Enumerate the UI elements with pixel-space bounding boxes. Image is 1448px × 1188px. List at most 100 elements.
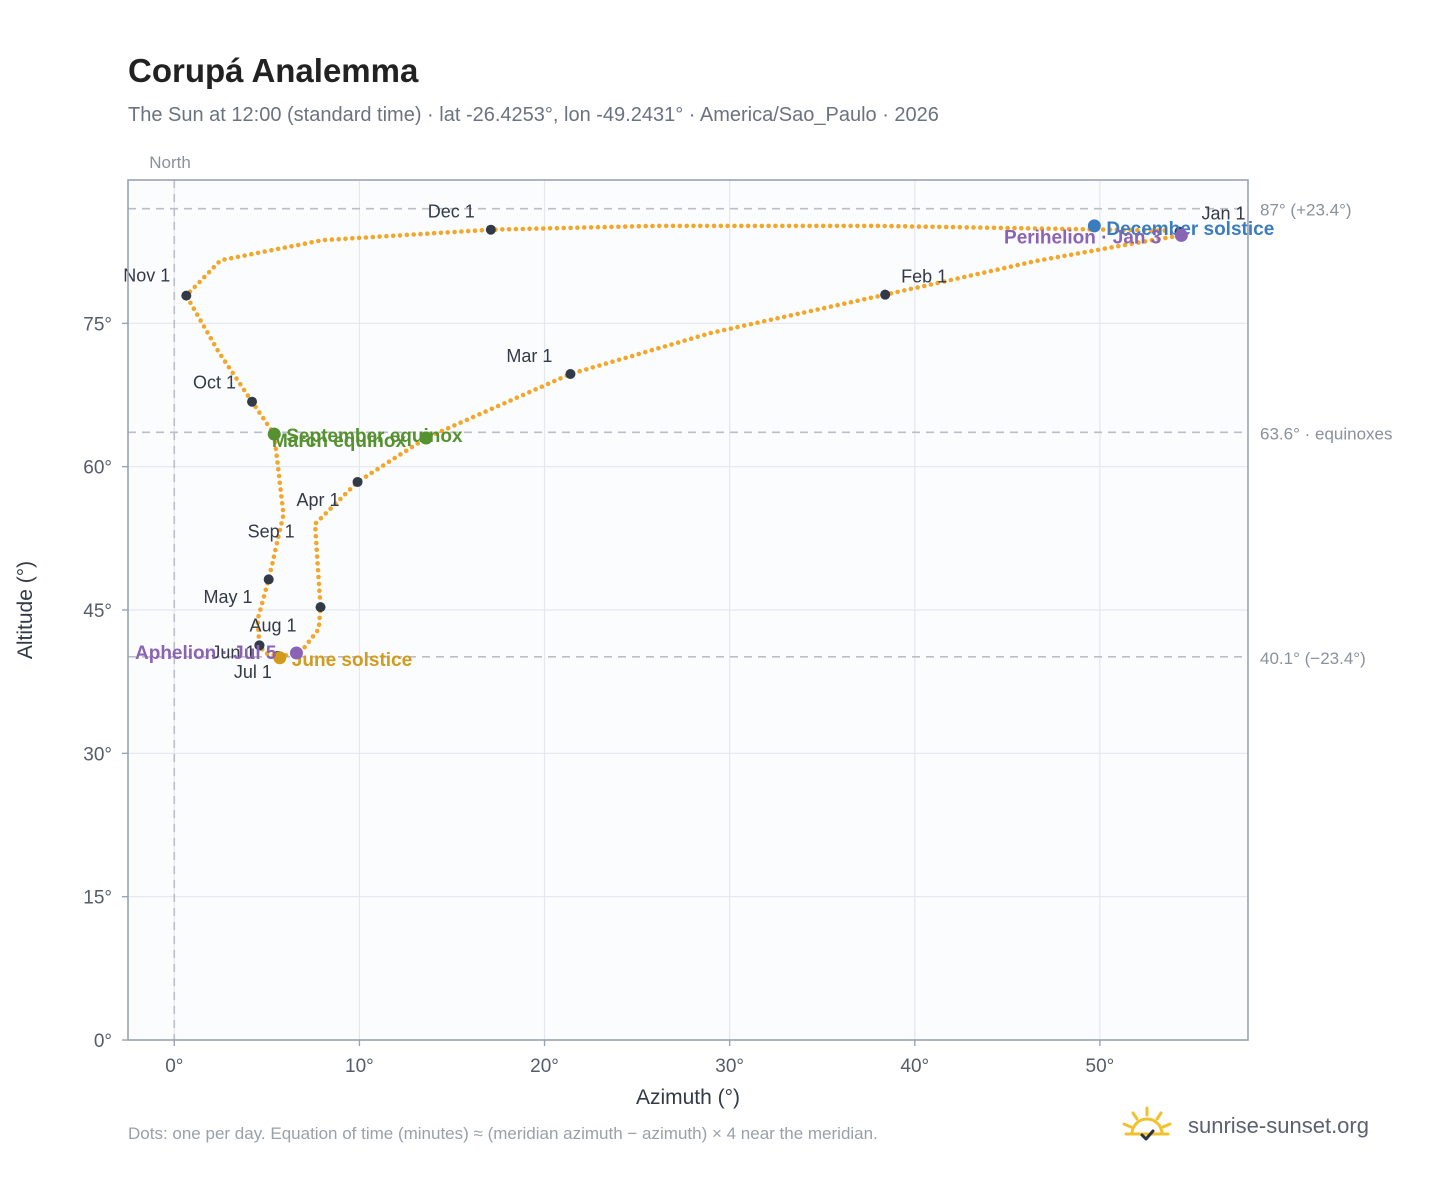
daily-dot bbox=[861, 223, 867, 229]
x-tick-label: 20° bbox=[530, 1056, 559, 1077]
daily-dot bbox=[1148, 228, 1154, 233]
daily-dot bbox=[342, 491, 348, 497]
event-marker bbox=[273, 651, 287, 665]
daily-dot bbox=[957, 224, 963, 230]
daily-dot bbox=[479, 228, 485, 233]
x-tick-label: 30° bbox=[715, 1056, 744, 1077]
daily-dot bbox=[205, 330, 210, 335]
daily-dot bbox=[650, 223, 655, 229]
daily-dot bbox=[889, 223, 894, 229]
daily-dot bbox=[902, 288, 907, 293]
daily-dot bbox=[188, 300, 193, 306]
daily-dot bbox=[306, 639, 312, 645]
x-tick-label: 0° bbox=[165, 1056, 183, 1077]
daily-dot bbox=[868, 295, 874, 301]
reference-lines: North 87° (+23.4°) 63.6° · equinoxes 40.1° … bbox=[128, 153, 1393, 1040]
daily-dot bbox=[255, 250, 261, 256]
daily-dot bbox=[445, 230, 451, 235]
daily-dot bbox=[882, 223, 887, 229]
daily-dot bbox=[998, 225, 1004, 231]
brand[interactable]: sunrise-sunset.org bbox=[1120, 1104, 1369, 1148]
daily-dot bbox=[222, 359, 228, 364]
daily-dot bbox=[369, 470, 375, 476]
daily-dot bbox=[1155, 228, 1161, 233]
x-tick-label: 50° bbox=[1086, 1056, 1115, 1077]
daily-dot bbox=[235, 254, 241, 260]
daily-dot bbox=[397, 233, 403, 238]
month-label: Nov 1 bbox=[123, 266, 170, 286]
daily-dot bbox=[841, 223, 846, 229]
reference-line-label: 87° (+23.4°) bbox=[1260, 201, 1352, 220]
daily-dot bbox=[725, 223, 730, 229]
daily-dot bbox=[978, 225, 983, 230]
daily-dot bbox=[915, 285, 920, 290]
daily-dot bbox=[277, 527, 283, 533]
daily-dot bbox=[228, 255, 234, 261]
daily-dot bbox=[688, 336, 694, 342]
daily-dot bbox=[629, 224, 635, 229]
daily-dot bbox=[561, 225, 566, 231]
daily-dot bbox=[558, 376, 563, 381]
month-label: Apr 1 bbox=[297, 490, 340, 510]
daily-dot bbox=[795, 311, 800, 317]
daily-dot bbox=[1060, 226, 1065, 232]
daily-dot bbox=[216, 260, 221, 265]
daily-dot bbox=[741, 323, 747, 328]
daily-dot bbox=[663, 223, 669, 229]
y-tick-label: 0° bbox=[94, 1031, 112, 1052]
chart-title: Corupá Analemma bbox=[128, 52, 419, 89]
month-label: Mar 1 bbox=[506, 346, 552, 366]
month-marker bbox=[247, 396, 258, 407]
daily-dot bbox=[603, 361, 609, 366]
daily-dot bbox=[547, 226, 553, 231]
daily-dot bbox=[1075, 251, 1081, 256]
daily-dot bbox=[1149, 238, 1155, 243]
daily-dot bbox=[643, 223, 648, 229]
daily-dot bbox=[477, 412, 482, 417]
daily-dot bbox=[198, 318, 203, 323]
daily-dot bbox=[649, 347, 655, 353]
daily-dot bbox=[807, 223, 812, 229]
daily-dot bbox=[842, 301, 847, 307]
daily-dot bbox=[1109, 245, 1114, 250]
daily-dot bbox=[1121, 227, 1126, 233]
daily-dot bbox=[677, 223, 683, 229]
x-tick-label: 40° bbox=[900, 1056, 929, 1077]
footnote: Dots: one per day. Equation of time (min… bbox=[128, 1124, 878, 1143]
event-marker bbox=[1174, 228, 1188, 242]
daily-dot bbox=[1095, 247, 1101, 253]
daily-dot bbox=[375, 466, 380, 472]
daily-dot bbox=[257, 410, 262, 415]
daily-dot bbox=[909, 224, 915, 229]
daily-dot bbox=[279, 521, 284, 526]
daily-dot bbox=[316, 622, 322, 627]
daily-dot bbox=[828, 304, 834, 309]
daily-dot bbox=[438, 230, 444, 236]
daily-dot bbox=[691, 223, 696, 229]
daily-dot bbox=[597, 363, 602, 368]
reference-line-label: 63.6° · equinoxes bbox=[1260, 424, 1393, 443]
daily-dot bbox=[280, 514, 286, 519]
daily-dot bbox=[1114, 227, 1120, 233]
daily-dot bbox=[732, 223, 737, 229]
daily-dot bbox=[539, 384, 545, 390]
daily-dot bbox=[194, 312, 200, 317]
daily-dot bbox=[801, 310, 807, 315]
daily-dot bbox=[1100, 227, 1106, 232]
daily-dot bbox=[274, 453, 280, 459]
daily-dot bbox=[241, 387, 247, 393]
daily-dot bbox=[329, 237, 335, 242]
daily-dot bbox=[1163, 235, 1168, 241]
daily-dot bbox=[1055, 254, 1061, 260]
daily-dot bbox=[670, 223, 676, 229]
daily-dot bbox=[275, 460, 280, 465]
month-label: May 1 bbox=[203, 587, 252, 607]
daily-dot bbox=[439, 428, 445, 434]
daily-dot bbox=[584, 367, 589, 372]
month-label: Jun 1 bbox=[211, 642, 255, 662]
daily-dot bbox=[256, 634, 262, 639]
daily-dot bbox=[452, 423, 457, 428]
daily-dot bbox=[350, 236, 355, 241]
